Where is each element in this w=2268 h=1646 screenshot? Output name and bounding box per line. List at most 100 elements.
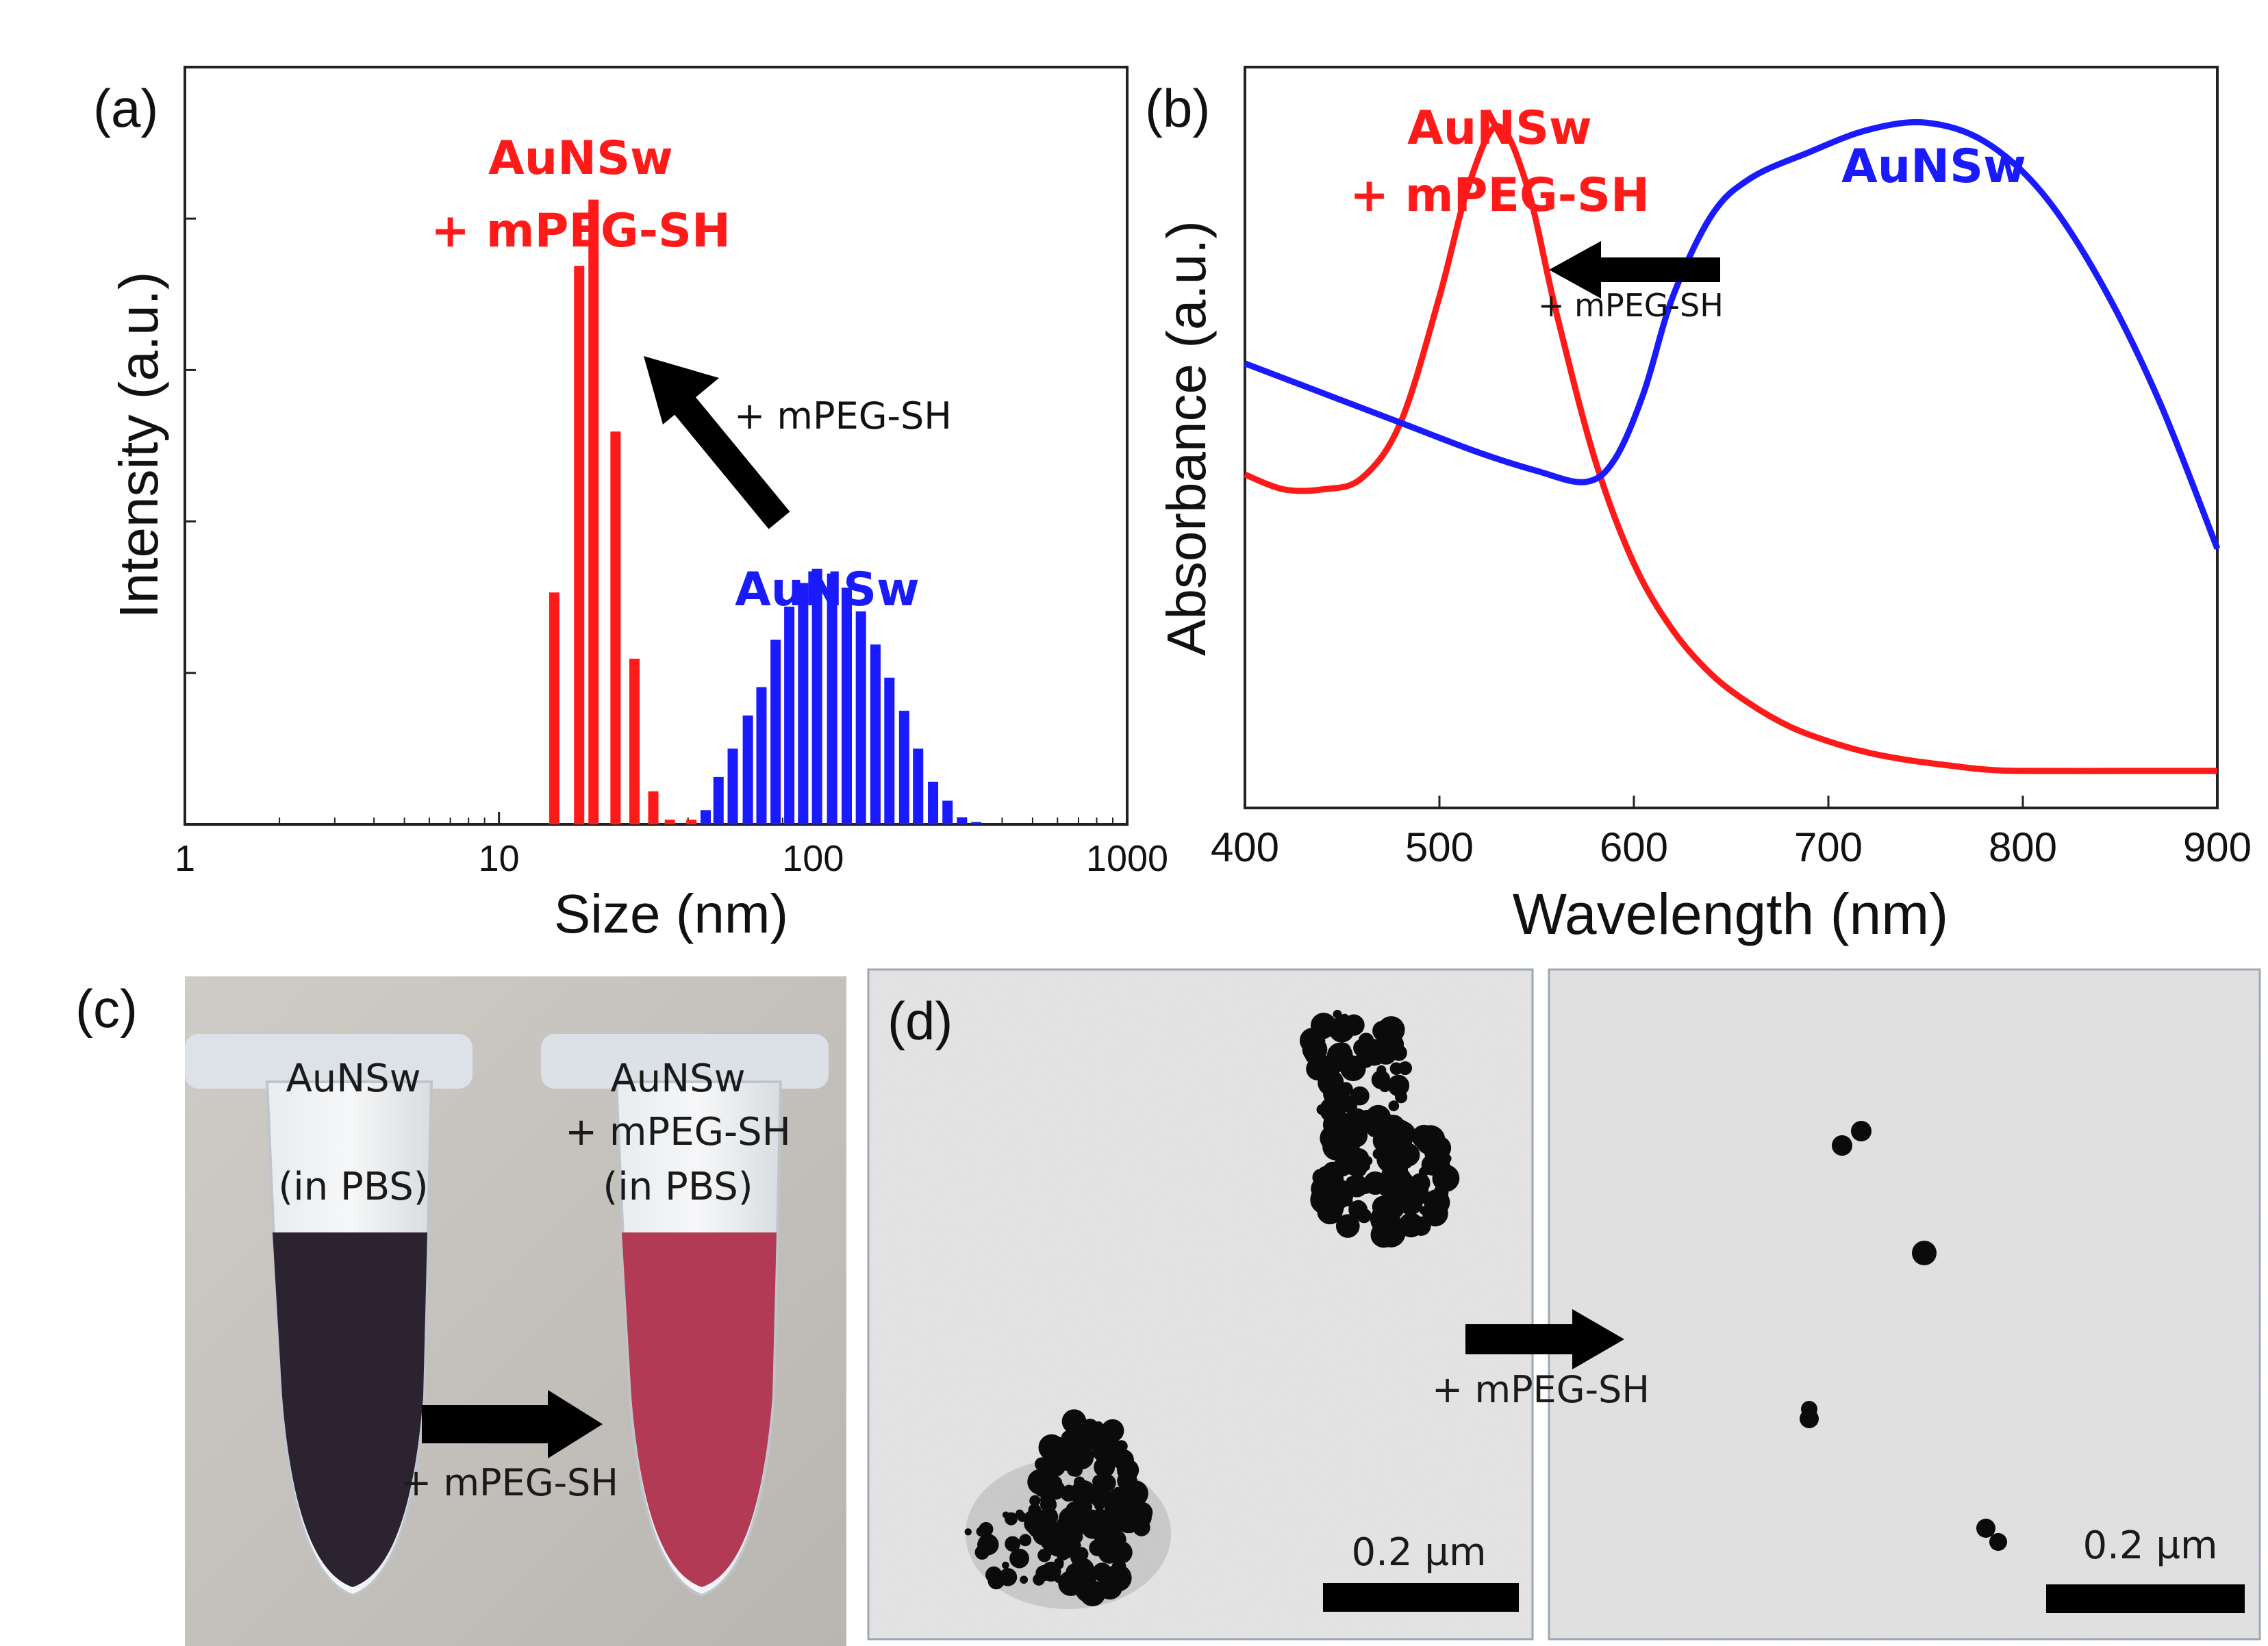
- bar-blue: [855, 611, 866, 824]
- red-label-a-1: AuNSw: [488, 131, 673, 186]
- bar-blue: [884, 677, 895, 824]
- tem-particle: [1376, 1065, 1387, 1076]
- bar-blue: [827, 573, 837, 824]
- tem-particle: [1097, 1574, 1123, 1600]
- tem-particle: [1122, 1480, 1148, 1507]
- tem-particle: [1360, 1039, 1387, 1066]
- x-ticks-b: 400 500 600 700 800 900: [1211, 796, 2252, 870]
- scale-label-right: 0.2 µm: [2082, 1523, 2217, 1568]
- bar-blue: [770, 640, 781, 824]
- bar-red: [549, 592, 559, 824]
- tem-particle: [1376, 1144, 1405, 1174]
- tem-particle: [1074, 1547, 1089, 1562]
- tem-particle: [1009, 1548, 1029, 1569]
- tem-particle: [1094, 1492, 1108, 1505]
- tem-particle: [1398, 1213, 1424, 1238]
- x-axis-title-b: Wavelength (nm): [1513, 882, 1948, 946]
- right-tube-label-3: (in PBS): [603, 1165, 753, 1209]
- left-tube-label-2: (in PBS): [278, 1165, 428, 1209]
- x-axis-title-a: Size (nm): [554, 883, 788, 944]
- bar-blue: [971, 822, 982, 824]
- arrow-label-a: + mPEG-SH: [734, 394, 952, 438]
- tem-particle: [1310, 1013, 1337, 1039]
- tem-particle: [1066, 1571, 1085, 1591]
- tem-particle: [1832, 1135, 1852, 1156]
- right-tube-label-1: AuNSw: [610, 1056, 745, 1101]
- lines-b: [1244, 119, 2221, 774]
- red-label-a-2: + mPEG-SH: [431, 204, 731, 258]
- line-blue: [1244, 119, 2221, 550]
- tem-particle: [1377, 1030, 1393, 1046]
- bar-blue: [842, 587, 853, 824]
- tem-particle: [1387, 1074, 1410, 1097]
- panel-label-b: (b): [1145, 78, 1210, 138]
- arrow-label-b: + mPEG-SH: [1538, 287, 1724, 324]
- tem-particle: [1422, 1200, 1448, 1227]
- particle-cluster-upper: [1299, 1009, 1460, 1248]
- bar-blue: [957, 817, 968, 824]
- x-tick-label-a: 1: [175, 838, 195, 879]
- x-tick-label-b: 500: [1405, 824, 1474, 870]
- tem-particle: [1363, 1156, 1373, 1166]
- bar-blue: [928, 781, 939, 824]
- x-tick-label-a: 100: [782, 838, 844, 879]
- tem-particle: [979, 1521, 994, 1536]
- bar-blue: [727, 748, 738, 824]
- bar-blue: [811, 568, 822, 824]
- tem-particle: [1912, 1241, 1937, 1265]
- tem-particle: [1445, 1176, 1458, 1189]
- tem-particle: [964, 1528, 972, 1536]
- tem-particle: [1350, 1086, 1370, 1106]
- bar-red: [648, 791, 659, 824]
- arrow-label-c: + mPEG-SH: [401, 1461, 618, 1504]
- tem-particle: [1391, 1044, 1407, 1061]
- tem-particle: [1039, 1507, 1059, 1527]
- tem-particle: [1379, 1080, 1391, 1093]
- scale-bar-right: [2046, 1584, 2245, 1613]
- left-tube-label-1: AuNSw: [286, 1056, 420, 1101]
- tem-particle: [1357, 1208, 1372, 1224]
- panel-b: (b) 400 500 600 700 800 900 Wavelength (nm) A…: [1145, 66, 2252, 946]
- bar-red: [629, 659, 640, 824]
- tem-particle: [1005, 1536, 1021, 1552]
- tem-particle: [977, 1534, 999, 1556]
- tem-particle: [1335, 1214, 1360, 1238]
- bar-blue: [756, 687, 767, 824]
- tem-particle: [1383, 1048, 1396, 1060]
- plot-frame-b: [1244, 66, 2219, 809]
- arrow-label-d: + mPEG-SH: [1432, 1368, 1650, 1411]
- bar-red: [610, 431, 621, 824]
- y-axis-title-a: Intensity (a.u.): [108, 272, 169, 619]
- bar-red: [588, 199, 599, 824]
- tem-particle: [1070, 1480, 1097, 1507]
- tem-particle: [985, 1566, 1003, 1584]
- tem-particle: [1068, 1566, 1079, 1577]
- panel-label-c: (c): [75, 978, 138, 1039]
- tem-particle: [1318, 1165, 1335, 1183]
- bar-blue: [700, 810, 711, 824]
- tem-particle: [1801, 1401, 1817, 1417]
- bar-blue: [870, 644, 881, 824]
- x-tick-label-b: 800: [1989, 824, 2057, 870]
- bar-blue: [942, 800, 953, 824]
- x-tick-label-a: 10: [479, 838, 520, 879]
- tem-particle: [1002, 1511, 1009, 1519]
- panel-c: (c) AuNSw (in PBS) AuNSw: [75, 976, 846, 1646]
- tem-particle: [1306, 1057, 1329, 1080]
- tem-particle: [1041, 1561, 1061, 1582]
- arrow-d: [1465, 1309, 1624, 1369]
- arrow-a: [644, 356, 790, 529]
- tem-particle: [1372, 1195, 1394, 1218]
- dispersed-particles: [1800, 1121, 2007, 1551]
- bar-blue: [784, 607, 795, 824]
- tem-particle: [1131, 1502, 1153, 1523]
- scale-label-left: 0.2 µm: [1351, 1530, 1486, 1575]
- tem-particle: [1388, 1100, 1400, 1111]
- x-tick-label-b: 400: [1211, 824, 1279, 870]
- tem-particle: [1350, 1141, 1360, 1151]
- tem-particle: [1311, 1176, 1335, 1201]
- tem-particle: [1034, 1457, 1049, 1471]
- bars-a: [549, 199, 982, 824]
- x-tick-label-b: 700: [1794, 824, 1863, 870]
